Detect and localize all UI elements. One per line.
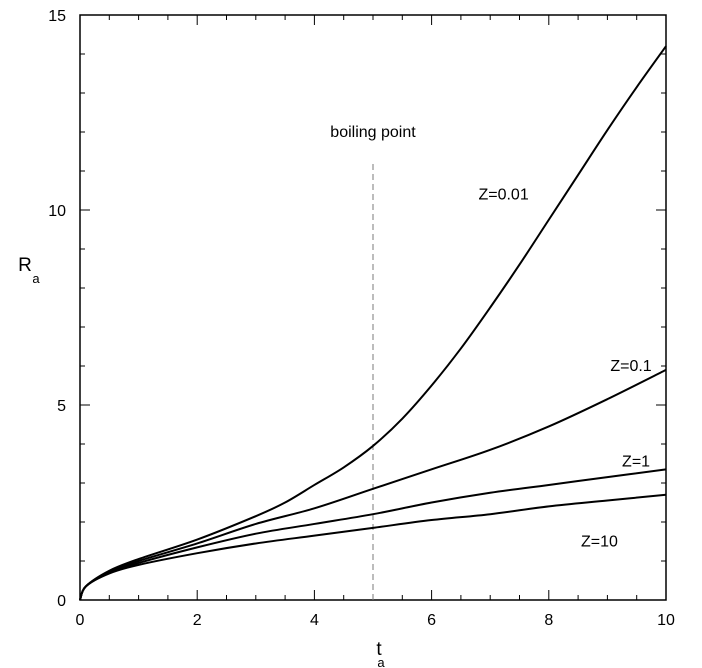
y-tick-label: 15 — [48, 8, 66, 25]
x-axis-label: t a — [376, 639, 385, 668]
y-tick-label: 10 — [48, 203, 66, 220]
x-axis-label-sub: a — [377, 655, 385, 668]
curve-labels: Z=0.01 Z=0.1 Z=1 Z=10 — [478, 186, 651, 550]
curve-z-0-01 — [79, 45, 667, 601]
curves — [79, 45, 667, 601]
x-tick-label: 6 — [427, 612, 436, 629]
curve-label-z-0-1: Z=0.1 — [610, 358, 651, 375]
curve-z-10 — [79, 493, 667, 601]
x-tick-label: 2 — [193, 612, 202, 629]
boiling-point-label: boiling point — [330, 124, 416, 141]
y-axis-label-sub: a — [32, 271, 40, 286]
curve-label-z-1: Z=1 — [622, 454, 650, 471]
tick-labels: 0 2 4 6 8 10 0 5 10 15 — [48, 8, 675, 629]
y-tick-label: 5 — [57, 398, 66, 415]
x-tick-label: 8 — [544, 612, 553, 629]
x-tick-label: 10 — [657, 612, 675, 629]
x-axis-label-main: t — [376, 639, 382, 660]
y-axis-label: R a — [18, 255, 40, 286]
y-tick-label: 0 — [57, 593, 66, 610]
ticks — [79, 14, 667, 601]
x-tick-label: 0 — [76, 612, 85, 629]
x-tick-label: 4 — [310, 612, 319, 629]
curve-label-z-0-01: Z=0.01 — [478, 186, 528, 203]
curve-label-z-10: Z=10 — [581, 534, 618, 551]
y-axis-label-main: R — [18, 255, 32, 276]
